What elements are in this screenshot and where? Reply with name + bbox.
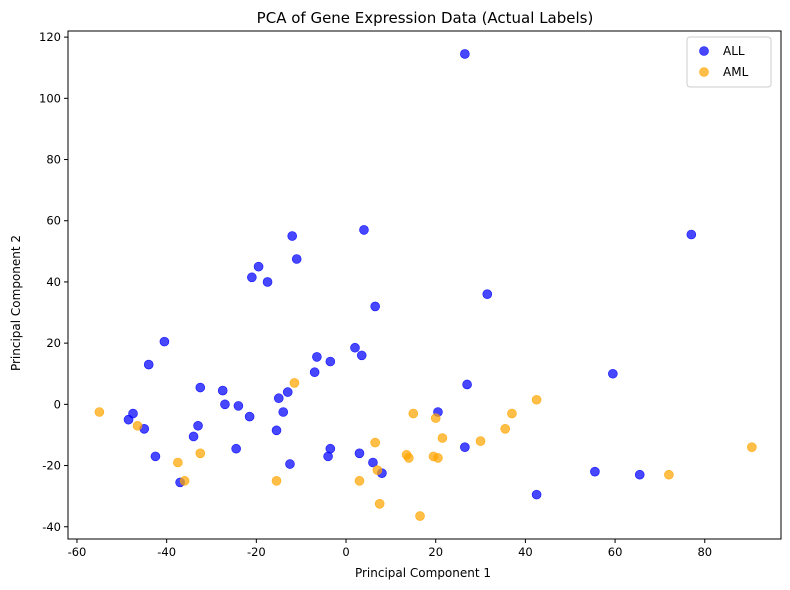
x-tick-label: 20: [428, 545, 443, 559]
data-point-aml: [404, 453, 414, 463]
data-point-aml: [430, 413, 441, 423]
plot-frame: [67, 30, 782, 540]
data-point-all: [271, 425, 282, 436]
data-point-all: [188, 431, 199, 442]
data-point-aml: [372, 465, 383, 475]
data-point-aml: [374, 499, 385, 509]
data-point-all: [217, 385, 228, 396]
data-point-all: [247, 272, 257, 283]
data-point-all: [231, 443, 241, 454]
data-point-all: [143, 359, 154, 370]
data-point-all: [273, 393, 284, 404]
data-point-all: [323, 451, 333, 462]
data-point-aml: [289, 378, 300, 388]
data-point-all: [193, 420, 203, 431]
data-point-all: [370, 301, 380, 312]
data-point-aml: [507, 408, 517, 419]
x-tick-label: 80: [697, 545, 712, 559]
data-point-all: [309, 367, 320, 378]
data-point-all: [285, 459, 295, 469]
data-point-aml: [531, 394, 542, 405]
x-tick-label: -60: [68, 545, 87, 559]
data-point-all: [325, 356, 336, 367]
data-point-all: [482, 289, 493, 299]
data-point-all: [354, 448, 365, 459]
y-tick-label: 60: [46, 214, 61, 228]
data-point-all: [460, 442, 470, 452]
data-point-aml: [370, 437, 380, 448]
data-point-all: [460, 49, 470, 59]
data-point-all: [253, 261, 264, 272]
data-point-aml: [437, 433, 448, 443]
x-tick-label: -40: [157, 545, 176, 559]
data-point-aml: [94, 407, 105, 417]
y-tick-label: 40: [46, 275, 61, 289]
x-tick-label: -20: [247, 545, 266, 559]
data-point-aml: [500, 424, 511, 434]
data-point-all: [634, 469, 645, 480]
data-point-all: [686, 229, 697, 240]
data-point-aml: [747, 442, 757, 452]
data-point-all: [531, 489, 542, 500]
legend-marker-aml: [699, 67, 709, 77]
data-point-all: [312, 352, 322, 362]
axis-ticks: -60 -40 -20 0 20 40 60 80 -40 -20 0 20 40 60 80 100 120: [39, 30, 712, 559]
data-point-all: [278, 407, 289, 417]
data-point-aml: [433, 453, 443, 463]
data-point-aml: [132, 420, 143, 431]
chart-title: PCA of Gene Expression Data (Actual Labe…: [257, 9, 594, 27]
y-tick-label: 100: [39, 91, 61, 105]
data-point-all: [159, 336, 170, 347]
data-point-all: [287, 231, 298, 241]
data-point-aml: [173, 457, 183, 468]
y-tick-label: -40: [42, 520, 61, 534]
data-point-aml: [354, 476, 365, 486]
data-point-aml: [271, 476, 282, 486]
data-point-all: [195, 382, 206, 393]
data-point-all: [356, 350, 367, 361]
data-point-all: [291, 254, 302, 264]
data-point-all: [590, 466, 600, 477]
legend-label-aml: AML: [723, 65, 749, 79]
data-point-all: [220, 399, 230, 410]
data-point-all: [262, 277, 273, 287]
y-tick-label: 20: [46, 336, 61, 350]
data-point-all: [150, 451, 161, 462]
data-point-all: [350, 342, 360, 353]
x-tick-label: 0: [342, 545, 349, 559]
data-point-aml: [195, 448, 206, 459]
scatter-points: [94, 49, 757, 521]
data-point-all: [359, 225, 369, 235]
data-point-aml: [179, 476, 190, 486]
x-tick-label: 60: [608, 545, 623, 559]
data-point-aml: [664, 469, 674, 480]
data-point-all: [244, 411, 255, 422]
data-point-all: [608, 368, 618, 379]
data-point-all: [233, 401, 244, 411]
legend-label-all: ALL: [723, 44, 745, 58]
y-tick-label: 80: [46, 153, 61, 167]
x-axis-label: Principal Component 1: [355, 566, 491, 580]
data-point-all: [282, 387, 293, 397]
data-point-all: [462, 379, 472, 390]
y-axis-label: Principal Component 2: [9, 235, 23, 371]
y-tick-label: 120: [39, 30, 61, 44]
data-point-aml: [408, 408, 419, 419]
data-point-aml: [475, 436, 486, 446]
y-tick-label: -20: [42, 459, 61, 473]
data-point-all: [128, 408, 138, 419]
data-point-all: [368, 457, 378, 468]
legend-marker-all: [699, 46, 709, 56]
data-point-aml: [415, 511, 425, 521]
legend: ALL AML: [686, 36, 772, 88]
y-tick-label: 0: [54, 397, 61, 411]
x-tick-label: 40: [518, 545, 533, 559]
